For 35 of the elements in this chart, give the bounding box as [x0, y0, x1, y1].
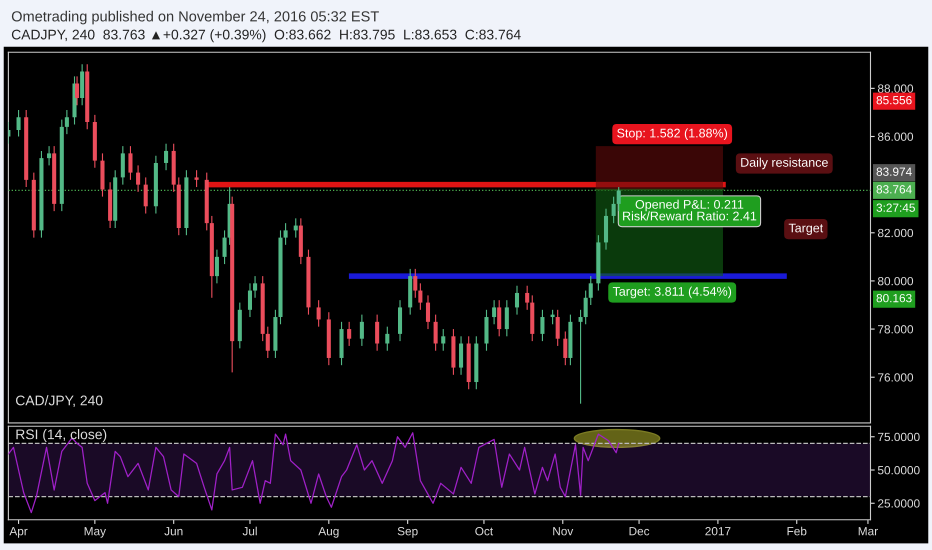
y-tick-label: 76.000	[878, 373, 914, 382]
x-tick-label: Jun	[164, 527, 182, 536]
annotation: Stop: 1.582 (1.88%)	[617, 128, 728, 140]
x-tick-label: May	[84, 527, 106, 538]
y-tick-label: 80.000	[878, 276, 914, 286]
y-tick-label: 78.000	[878, 325, 914, 334]
y-tick-label: 75.0000	[878, 432, 920, 442]
x-tick-label: Apr	[9, 527, 28, 538]
x-tick-label: 2017	[705, 527, 730, 536]
x-tick-label: Dec	[630, 527, 650, 536]
annotation: Daily resistance	[741, 158, 828, 170]
x-tick-label: Nov	[553, 527, 574, 536]
x-tick-label: Feb	[788, 526, 806, 536]
ref-line-label: 83.764	[876, 185, 912, 194]
y-tick-label: 86.000	[878, 132, 914, 141]
y-tick-label: 50.0000	[878, 466, 920, 474]
x-tick-label: Oct	[475, 527, 494, 536]
y-tick-label: 88.000	[878, 84, 914, 93]
text: 80.163	[876, 294, 912, 302]
chart-subtitle: CADJPY, 240 83.763 ▲+0.327 (+0.39%) O:83.662 H:83.795 L:83.653 C:83.764	[12, 29, 521, 42]
x-tick-label: Mar	[858, 527, 878, 536]
annotation: Target	[788, 224, 824, 235]
annotation: Opened P&L: 0.211 Risk/Reward Ratio: 2.41	[623, 200, 756, 220]
annotation: RSI (14, close)	[16, 429, 106, 442]
y-tick-label: 25.0000	[878, 499, 920, 508]
annotation: CAD/JPY, 240	[16, 395, 102, 408]
x-tick-label: Jul	[242, 526, 257, 536]
text: 3:27:45	[876, 203, 915, 212]
chart-title: Ometrading published on November 24, 2016 05:32 EST	[12, 10, 379, 24]
y-tick-label: 82.000	[878, 228, 914, 238]
annotation: Target: 3.811 (4.54%)	[612, 286, 732, 298]
text: 85.556	[876, 96, 912, 104]
text: 83.974	[876, 168, 912, 176]
x-tick-label: Aug	[318, 527, 339, 538]
x-tick-label: Sep	[398, 527, 418, 538]
